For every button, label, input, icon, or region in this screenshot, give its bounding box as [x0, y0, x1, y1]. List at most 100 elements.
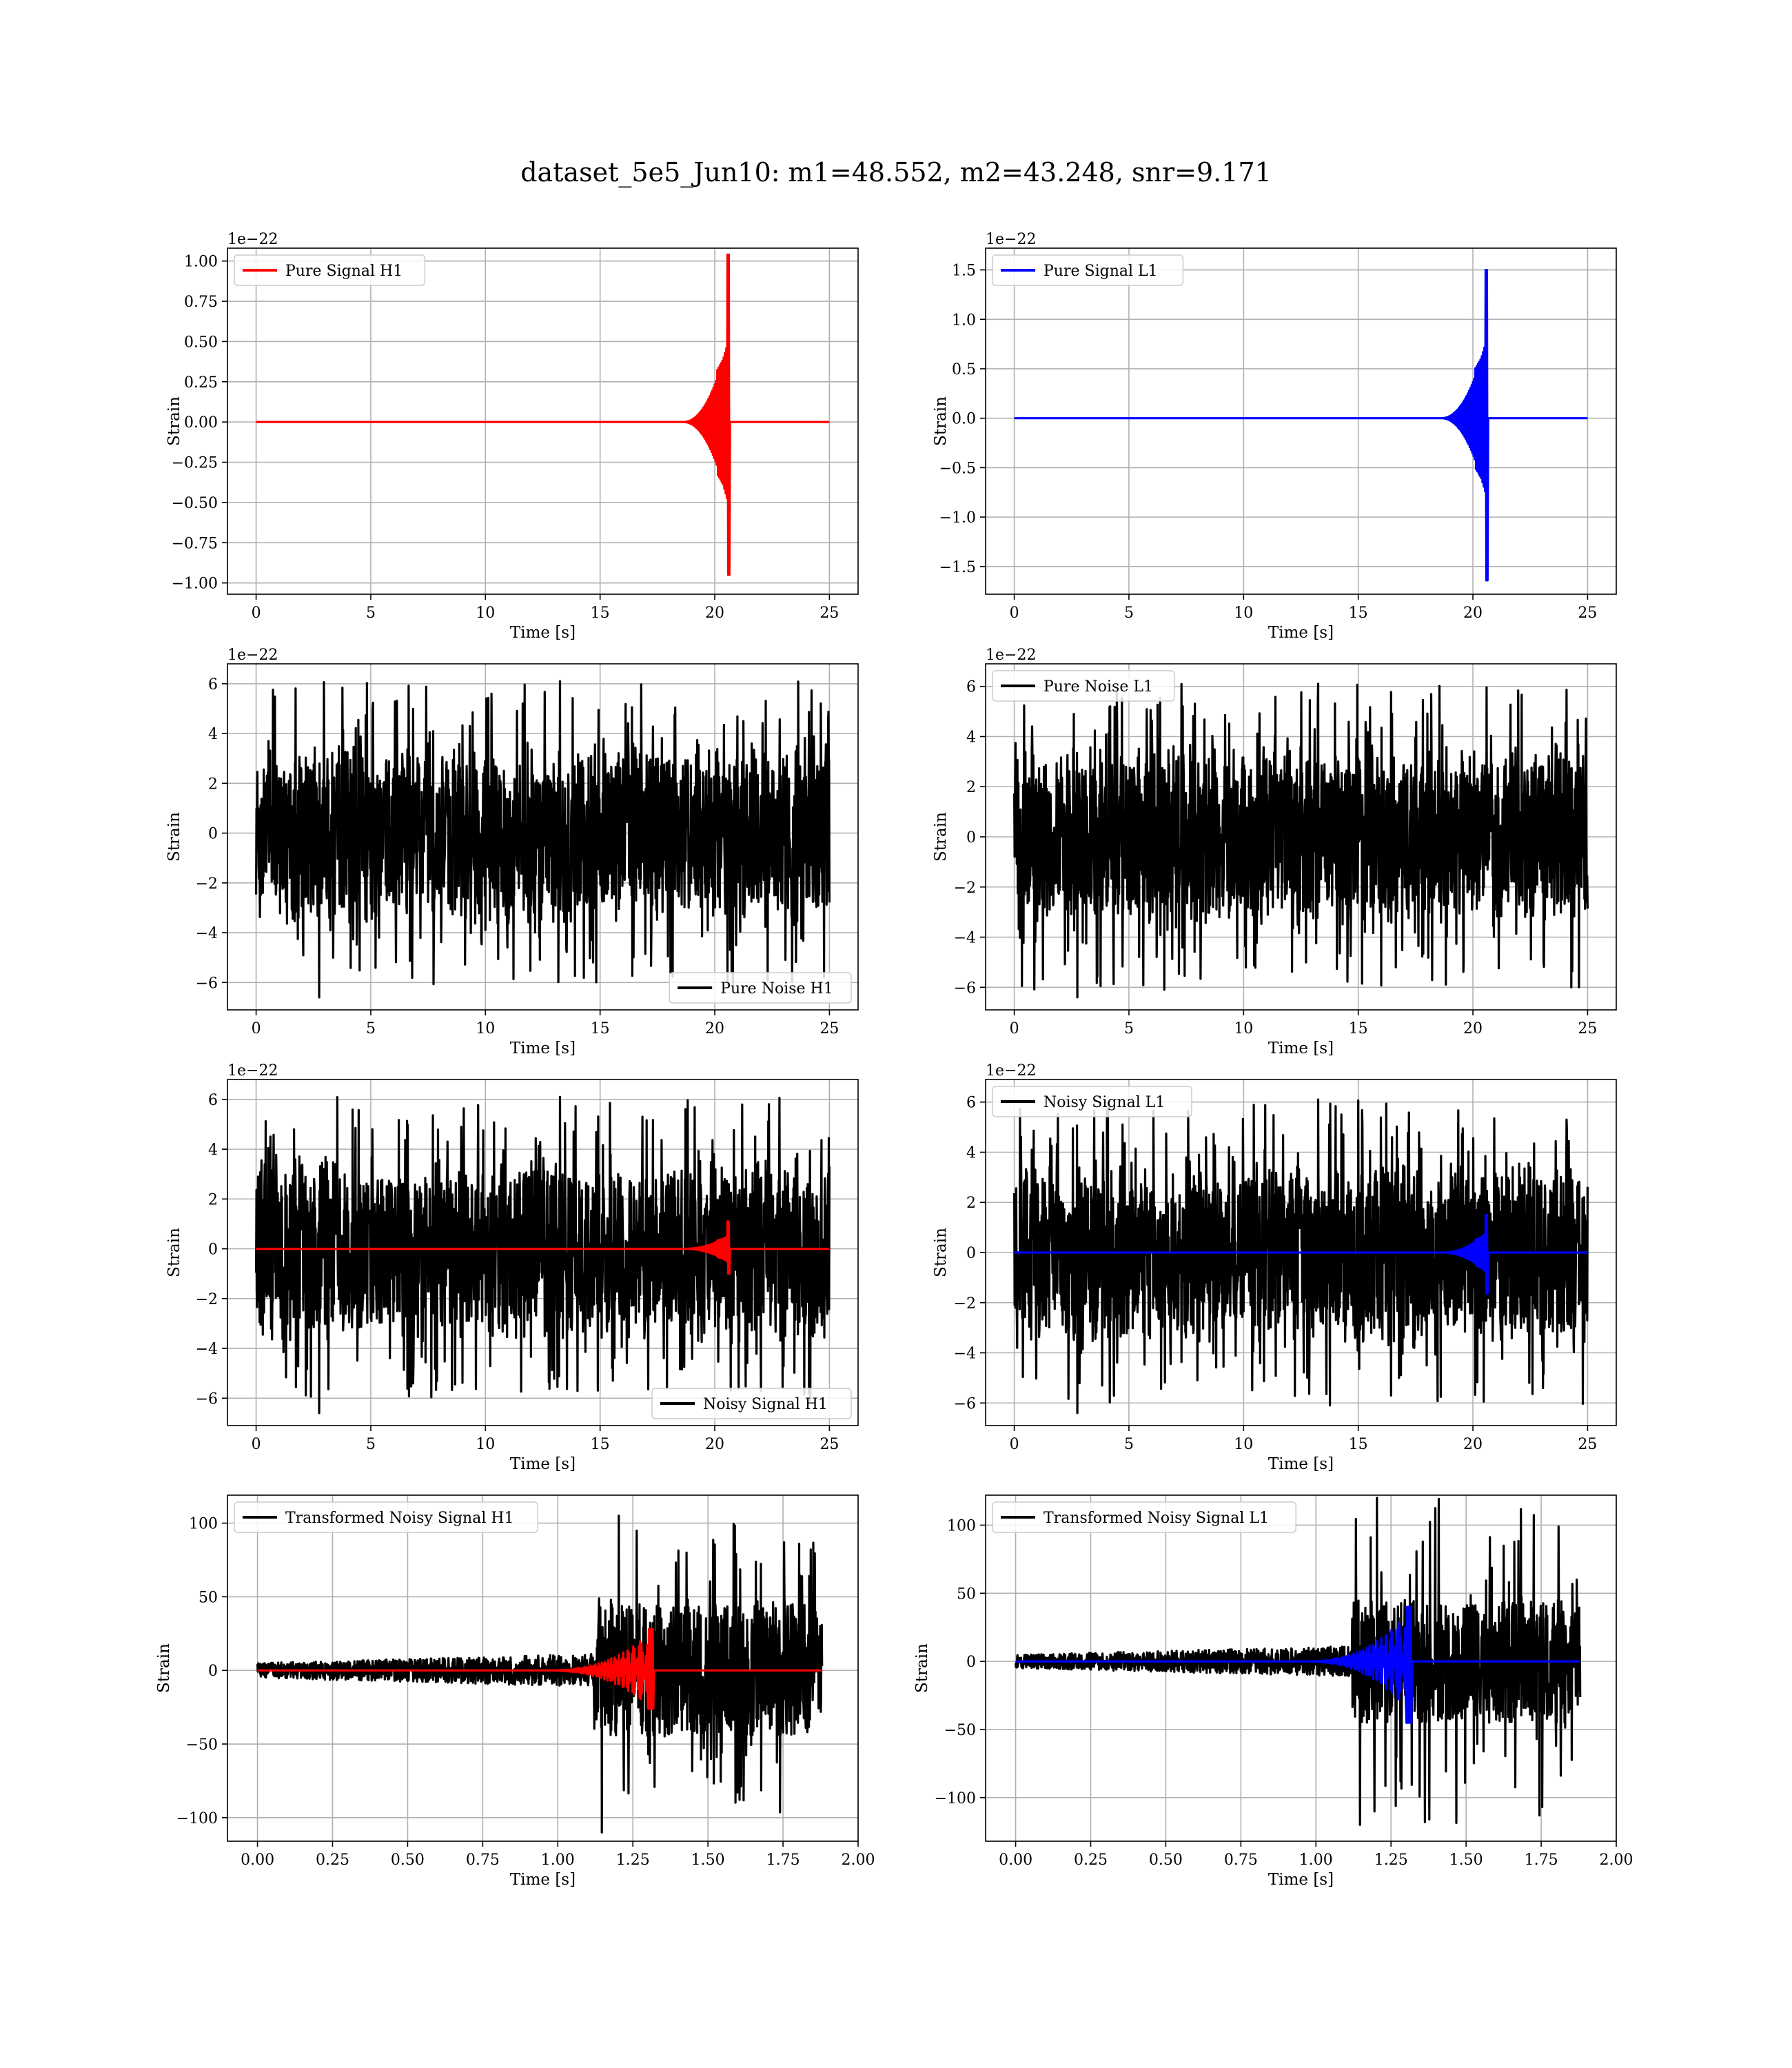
x-axis-label: Time [s] [1268, 1040, 1334, 1057]
x-tick-label: 5 [366, 1020, 376, 1037]
y-tick-label: 0 [208, 1241, 218, 1259]
y-tick-label: 6 [208, 1092, 218, 1109]
x-tick-label: 25 [1578, 1020, 1597, 1037]
x-axis-label: Time [s] [1268, 1871, 1334, 1889]
x-tick-label: 20 [705, 1020, 724, 1037]
x-tick-label: 20 [705, 605, 724, 622]
y-tick-label: 2 [208, 1191, 218, 1208]
x-tick-label: 15 [591, 1020, 610, 1037]
y-tick-label: −0.5 [939, 460, 976, 477]
panel-2: 0 5 10 15 20 25 Time [s] −1.5 −1.0 −0.5 0.0 0.5 1.0 1… [932, 231, 1617, 642]
x-tick-label: 5 [1124, 605, 1134, 622]
y-tick-label: 0 [966, 1654, 976, 1671]
y-tick-label: 4 [966, 1144, 976, 1162]
series-line [1013, 269, 1589, 582]
plot-area [1013, 1098, 1589, 1415]
y-axis-label: Strain [165, 1228, 183, 1277]
y-axis-label: Strain [913, 1643, 931, 1693]
x-tick-label: 20 [1463, 605, 1483, 622]
legend: Noisy Signal H1 [651, 1388, 852, 1419]
legend-label: Noisy Signal H1 [703, 1396, 828, 1413]
y-axis-label: Strain [165, 812, 183, 862]
axes-frame [227, 1079, 859, 1426]
axes-frame [985, 1494, 1617, 1842]
y-tick-label: −100 [935, 1790, 976, 1807]
x-axis-label: Time [s] [510, 624, 576, 642]
x-tick-label: 15 [1349, 605, 1368, 622]
x-tick-label: 0.25 [316, 1852, 349, 1869]
offset-text: 1e−22 [227, 1062, 278, 1079]
y-tick-label: 2 [966, 1195, 976, 1212]
y-axis-label: Strain [932, 1228, 950, 1277]
y-tick-label: −50 [944, 1722, 976, 1739]
y-tick-label: 1.0 [952, 312, 976, 329]
x-tick-label: 5 [366, 1436, 376, 1453]
x-tick-label: 5 [366, 605, 376, 622]
panel-8: 0.00 0.25 0.50 0.75 1.00 1.25 1.50 1.75 2.00 Time… [913, 1494, 1633, 1889]
y-axis-label: Strain [932, 812, 950, 862]
plot-area [1015, 1497, 1582, 1826]
x-tick-label: 15 [591, 1436, 610, 1453]
y-tick-label: −50 [186, 1736, 218, 1754]
y-tick-label: 100 [947, 1517, 976, 1534]
legend-box [669, 972, 852, 1004]
y-tick-label: −100 [176, 1810, 218, 1827]
y-tick-label: −0.75 [172, 535, 218, 552]
y-tick-label: 2 [966, 779, 976, 796]
series-line [1013, 1098, 1589, 1415]
legend-box [234, 254, 426, 286]
plot-area [255, 1095, 831, 1415]
x-tick-label: 0.00 [999, 1852, 1032, 1869]
x-tick-label: 0 [252, 1436, 261, 1453]
x-tick-label: 1.50 [1449, 1852, 1483, 1869]
y-tick-label: 6 [966, 679, 976, 696]
x-tick-label: 25 [1578, 605, 1597, 622]
y-tick-label: 0 [966, 1245, 976, 1262]
figure-title: dataset_5e5_Jun10: m1=48.552, m2=43.248,… [520, 157, 1272, 187]
x-axis-label: Time [s] [510, 1871, 576, 1889]
legend: Pure Noise L1 [992, 670, 1175, 702]
plot-area [255, 680, 831, 999]
y-tick-label: 0.0 [952, 411, 976, 428]
y-tick-label: −6 [954, 980, 976, 997]
y-tick-label: −1.00 [172, 576, 218, 593]
x-tick-label: 0.00 [241, 1852, 274, 1869]
x-tick-label: 0.50 [1149, 1852, 1183, 1869]
y-tick-label: 4 [208, 726, 218, 743]
x-tick-label: 5 [1124, 1020, 1134, 1037]
y-tick-label: 6 [208, 676, 218, 693]
y-tick-label: −0.25 [172, 455, 218, 472]
x-tick-label: 0 [1010, 1436, 1019, 1453]
y-tick-label: −6 [196, 975, 218, 992]
y-tick-label: −6 [954, 1395, 976, 1412]
y-tick-label: 4 [208, 1142, 218, 1159]
y-tick-label: −1.0 [939, 509, 976, 527]
x-tick-label: 0.25 [1074, 1852, 1108, 1869]
y-tick-label: −0.50 [172, 495, 218, 512]
x-tick-label: 15 [591, 605, 610, 622]
axes-frame [227, 663, 859, 1011]
y-tick-label: 0 [966, 829, 976, 847]
series-line [1015, 1605, 1581, 1724]
axes-frame [227, 1494, 859, 1842]
x-tick-label: 0.75 [1224, 1852, 1258, 1869]
legend: Transformed Noisy Signal L1 [992, 1501, 1296, 1533]
legend: Pure Noise H1 [669, 972, 852, 1004]
x-tick-label: 1.00 [1299, 1852, 1333, 1869]
plot-area [1013, 682, 1589, 999]
x-tick-label: 10 [476, 1436, 495, 1453]
legend-label: Pure Noise L1 [1043, 678, 1153, 696]
legend-box [234, 1501, 538, 1533]
y-tick-label: −2 [954, 880, 976, 897]
legend-label: Transformed Noisy Signal H1 [285, 1510, 514, 1527]
legend-label: Transformed Noisy Signal L1 [1043, 1510, 1269, 1527]
x-tick-label: 2.00 [1600, 1852, 1633, 1869]
x-tick-label: 5 [1124, 1436, 1134, 1453]
axes-frame [985, 247, 1617, 595]
y-axis-label: Strain [165, 396, 183, 446]
panel-5: 0 5 10 15 20 25 Time [s] −6 −4 −2 0 2 4 6 Strain 1e−22 N… [165, 1062, 859, 1473]
legend-label: Pure Noise H1 [720, 980, 833, 997]
y-tick-label: 0.5 [952, 361, 976, 378]
x-tick-label: 25 [819, 1020, 839, 1037]
